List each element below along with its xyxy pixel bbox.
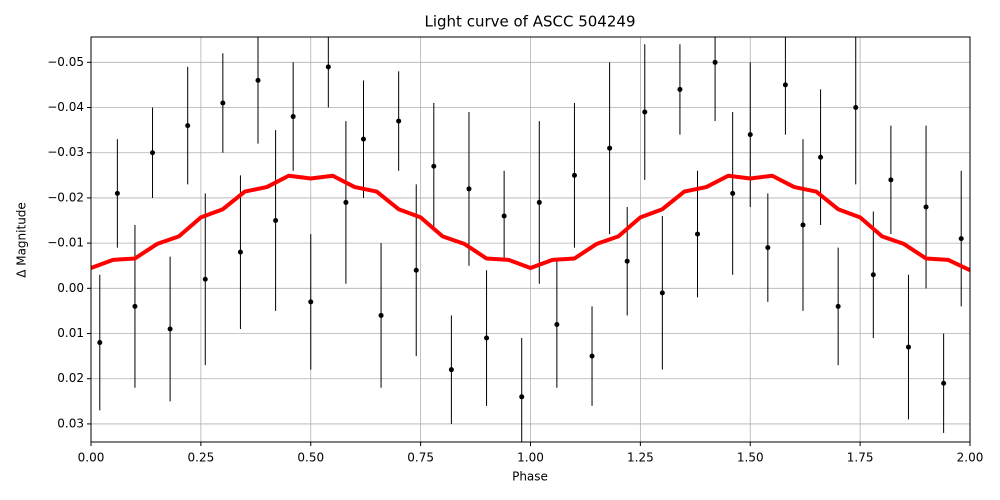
data-point: [114, 190, 120, 196]
y-tick-label: −0.01: [47, 236, 84, 250]
x-tick-label: 0.25: [188, 451, 215, 465]
data-point: [360, 136, 366, 142]
data-point: [519, 394, 525, 400]
x-tick-label: 1.50: [737, 451, 764, 465]
data-point: [501, 213, 507, 219]
data-point: [536, 199, 542, 205]
data-point: [589, 353, 595, 359]
y-tick-label: 0.02: [57, 371, 84, 385]
x-tick-label: 0.75: [407, 451, 434, 465]
x-axis-label: Phase: [512, 470, 548, 484]
y-tick-label: −0.02: [47, 190, 84, 204]
data-point: [413, 267, 419, 273]
data-point: [466, 186, 472, 192]
data-point: [923, 204, 929, 210]
data-point: [290, 114, 296, 120]
data-point: [343, 199, 349, 205]
data-point: [484, 335, 490, 341]
data-point: [571, 172, 577, 178]
data-point: [853, 105, 859, 111]
data-point: [132, 303, 138, 309]
data-point: [202, 276, 208, 282]
data-point: [818, 154, 824, 160]
data-point: [220, 100, 226, 106]
data-point: [378, 312, 384, 318]
data-point: [782, 82, 788, 88]
data-point: [448, 367, 454, 373]
data-point: [167, 326, 173, 332]
plot-area: [91, 37, 970, 442]
data-point: [730, 190, 736, 196]
data-point: [273, 218, 279, 224]
data-point: [431, 163, 437, 169]
data-point: [97, 340, 103, 346]
chart-title: Light curve of ASCC 504249: [425, 13, 636, 31]
data-point: [554, 321, 560, 327]
data-point: [677, 86, 683, 92]
data-point: [712, 59, 718, 65]
y-tick-label: 0.00: [57, 281, 84, 295]
data-point: [255, 77, 261, 83]
ticks: 0.00 0.25 0.50 0.75 1.00 1.25 1.50 1.75 2.00 −0.0…: [47, 55, 983, 465]
data-point: [237, 249, 243, 255]
data-point: [396, 118, 402, 124]
x-tick-label: 2.00: [957, 451, 984, 465]
data-point: [642, 109, 648, 115]
y-tick-label: −0.05: [47, 55, 84, 69]
data-point: [695, 231, 701, 237]
data-point: [765, 245, 771, 251]
x-tick-label: 0.50: [297, 451, 324, 465]
data-point: [835, 303, 841, 309]
y-axis-label: Δ Magnitude: [15, 202, 29, 278]
x-tick-label: 1.00: [517, 451, 544, 465]
data-point: [800, 222, 806, 228]
data-point: [308, 299, 314, 305]
data-point: [888, 177, 894, 183]
data-point: [659, 290, 665, 296]
data-point: [624, 258, 630, 264]
data-point: [941, 380, 947, 386]
data-point: [870, 272, 876, 278]
y-tick-label: −0.03: [47, 145, 84, 159]
x-tick-label: 1.75: [847, 451, 874, 465]
y-tick-label: 0.03: [57, 416, 84, 430]
data-point: [905, 344, 911, 350]
data-point: [150, 150, 156, 156]
x-tick-label: 1.25: [627, 451, 654, 465]
y-tick-label: −0.04: [47, 100, 84, 114]
data-point: [747, 132, 753, 138]
model-line: [91, 173, 970, 273]
data-point: [185, 123, 191, 129]
data-point: [958, 236, 964, 242]
data-point: [325, 64, 331, 70]
x-tick-label: 0.00: [78, 451, 105, 465]
y-tick-label: 0.01: [57, 326, 84, 340]
data-point: [607, 145, 613, 151]
